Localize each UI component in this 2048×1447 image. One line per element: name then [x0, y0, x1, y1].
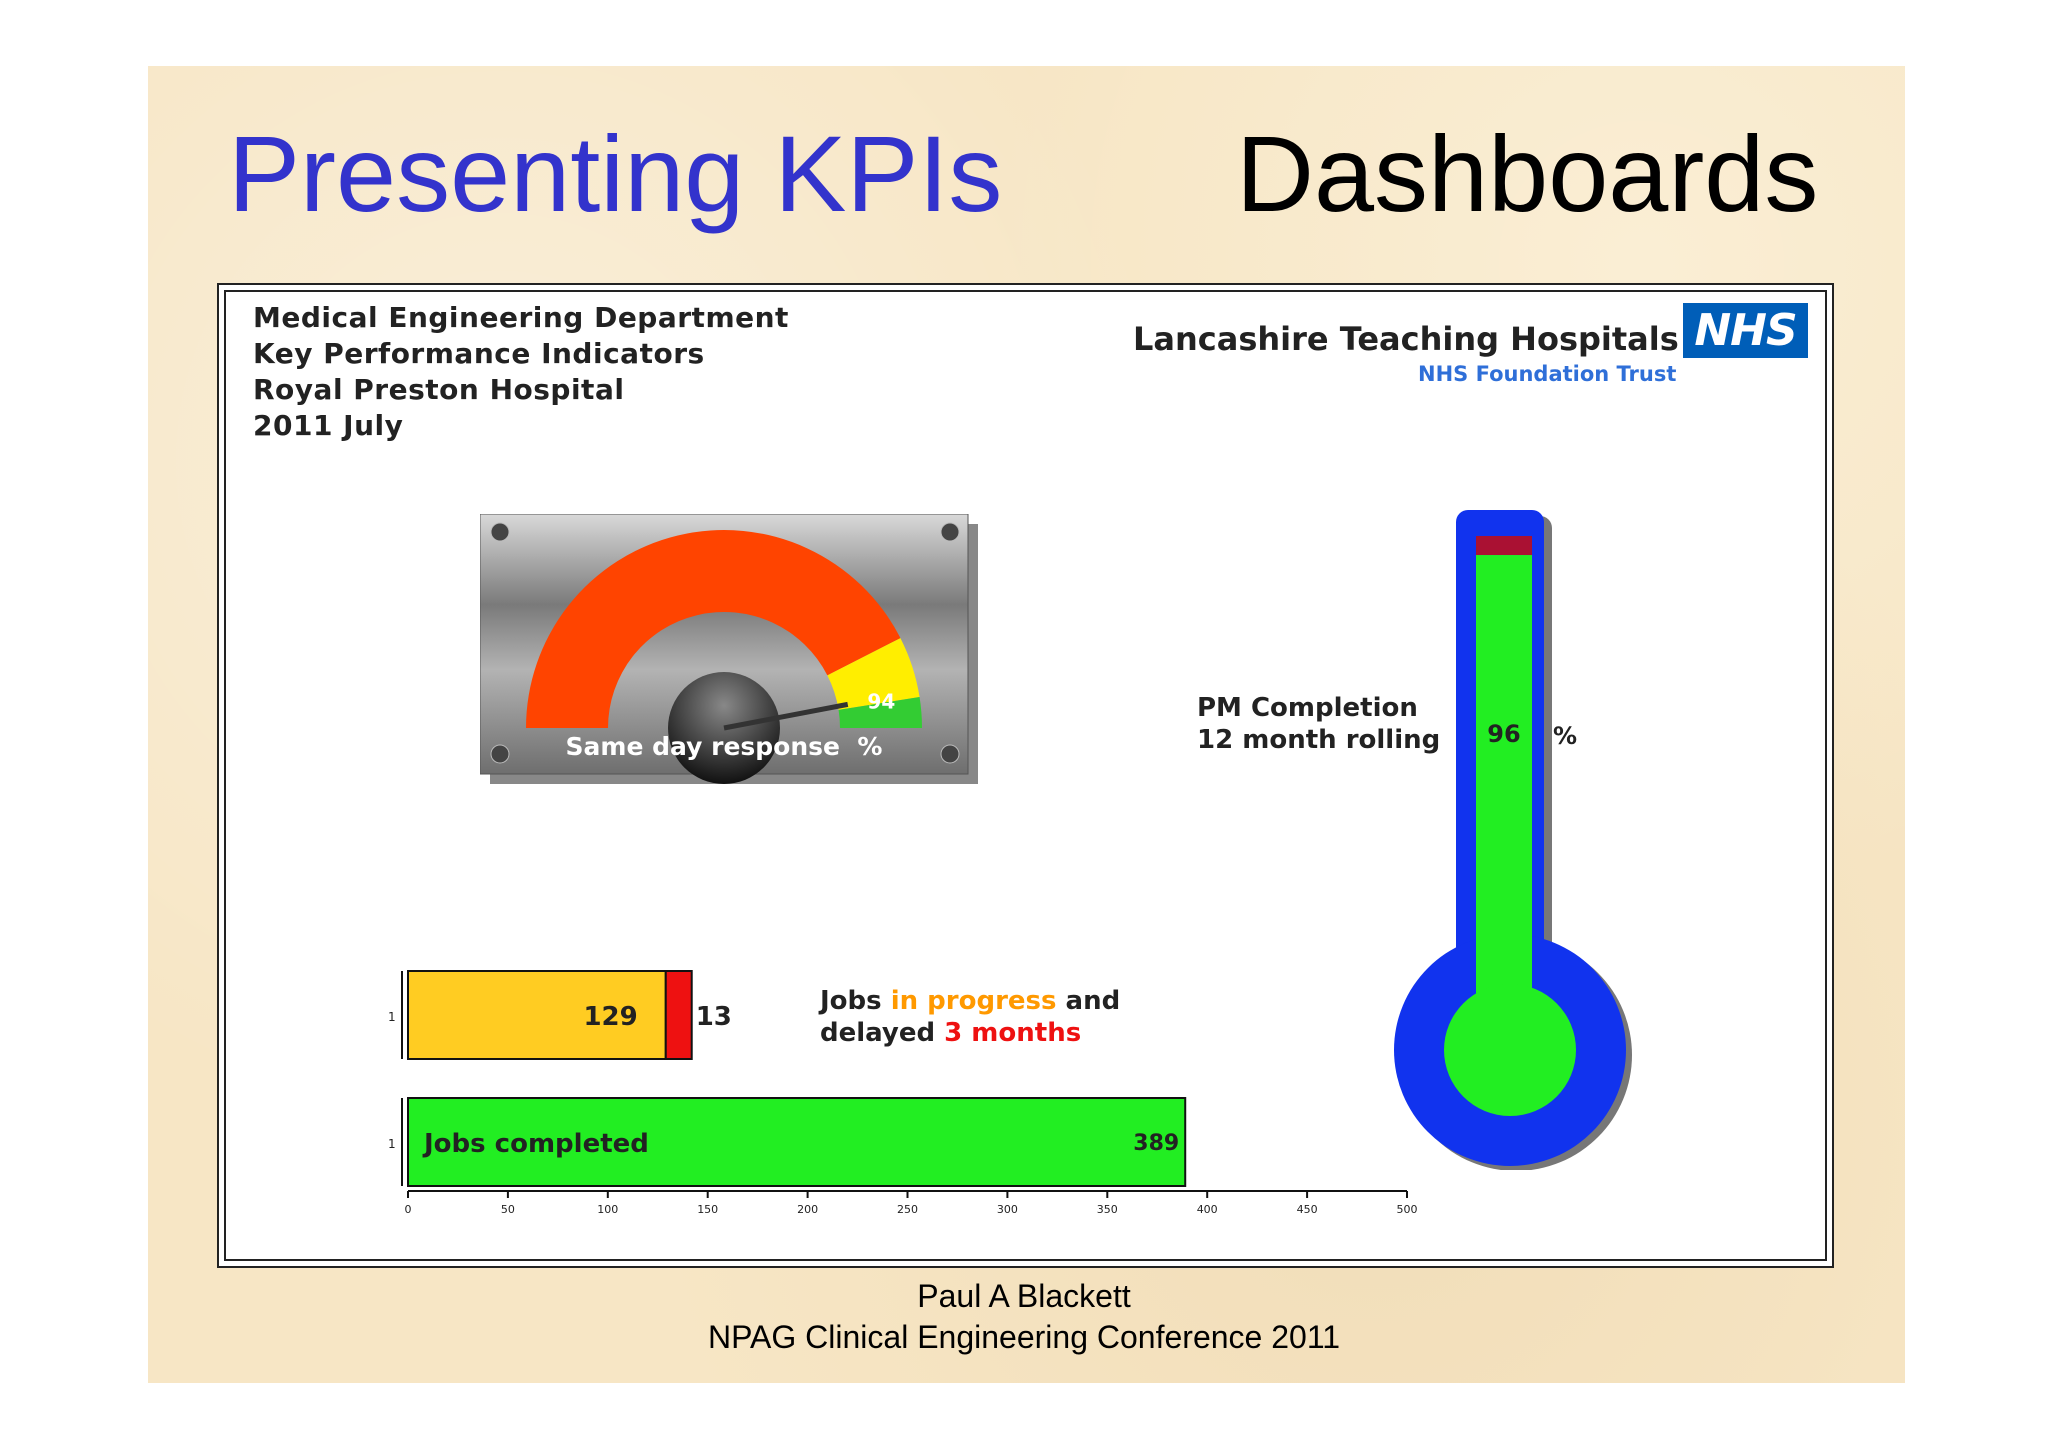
bar-row-label: 1 — [388, 1137, 396, 1151]
screw-icon — [490, 744, 510, 764]
x-tick-label: 0 — [405, 1203, 412, 1216]
gauge-band-yellow — [827, 638, 920, 710]
x-tick-label: 150 — [697, 1203, 718, 1216]
bar-value-label: 129 — [583, 1002, 637, 1032]
jobs-text: delayed — [820, 1018, 945, 1048]
jobs-legend-text: Jobs in progress and delayed 3 months — [820, 985, 1120, 1049]
thermo-empty — [1476, 536, 1532, 556]
slide-subtitle: Dashboards — [1236, 113, 1819, 234]
jobs-text-delayed: 3 months — [944, 1018, 1082, 1048]
bar-value-label: 13 — [696, 1002, 732, 1032]
x-tick-label: 100 — [597, 1203, 618, 1216]
screw-icon — [940, 522, 960, 542]
footer-event: NPAG Clinical Engineering Conference 201… — [707, 1319, 1341, 1355]
same-day-response-gauge: 94 Same day response % — [480, 514, 978, 784]
jobs-text-in-progress: in progress — [890, 986, 1057, 1016]
pm-label-line: 12 month rolling — [1197, 725, 1441, 755]
department-line: Royal Preston Hospital — [253, 373, 625, 406]
dashboard-panel-inner-border — [224, 290, 1827, 1261]
thermo-bulb-fill — [1444, 984, 1576, 1116]
pm-completion-thermometer: 96 — [1394, 510, 1632, 1170]
x-tick-label: 500 — [1397, 1203, 1418, 1216]
department-heading: Medical Engineering Department Key Perfo… — [253, 300, 789, 444]
screw-icon — [490, 522, 510, 542]
slide-title: Presenting KPIs — [228, 113, 1003, 234]
pm-label-line: PM Completion — [1197, 693, 1418, 723]
gauge-caption: Same day response % — [566, 732, 883, 761]
x-tick-label: 50 — [501, 1203, 515, 1216]
bar-inner-label: Jobs completed — [422, 1129, 649, 1159]
jobs-bar-chart: 1 129 13 1 Jobs completed 389 0 50 100 150 200 250 3… — [388, 970, 1418, 1216]
gauge-band-green — [838, 697, 922, 728]
jobs-text: Jobs — [820, 986, 891, 1016]
x-tick-label: 450 — [1297, 1203, 1318, 1216]
pm-percent-sign: % — [1553, 722, 1578, 750]
trust-name: Lancashire Teaching Hospitals — [1133, 320, 1679, 358]
bar-value-label: 389 — [1133, 1131, 1179, 1156]
pm-completion-label: PM Completion 12 month rolling — [1197, 692, 1440, 756]
thermo-value-label: 96 — [1487, 720, 1520, 748]
footer-author: Paul A Blackett — [917, 1278, 1131, 1314]
bar-segment-green — [407, 1097, 1187, 1187]
jobs-text: and — [1056, 986, 1121, 1016]
x-tick-label: 400 — [1197, 1203, 1218, 1216]
x-tick-label: 350 — [1097, 1203, 1118, 1216]
gauge-band-red — [526, 530, 901, 728]
x-tick-label: 200 — [797, 1203, 818, 1216]
department-line: Medical Engineering Department — [253, 301, 789, 334]
screw-icon — [940, 744, 960, 764]
bar-row-label: 1 — [388, 1010, 396, 1024]
thermo-fill — [1476, 555, 1532, 1012]
x-tick-label: 300 — [997, 1203, 1018, 1216]
x-tick-label: 250 — [897, 1203, 918, 1216]
trust-subtitle: NHS Foundation Trust — [1418, 362, 1677, 386]
department-line: 2011 July — [253, 409, 404, 442]
gauge-needle — [723, 701, 849, 731]
bar-segment-yellow — [407, 970, 667, 1060]
nhs-logo: NHS — [1683, 303, 1808, 358]
bar-segment-red — [664, 970, 693, 1060]
jobs-legend-line: Jobs in progress and — [820, 985, 1120, 1017]
jobs-legend-line: delayed 3 months — [820, 1017, 1120, 1049]
gauge-value-label: 94 — [867, 690, 895, 714]
department-line: Key Performance Indicators — [253, 337, 705, 370]
